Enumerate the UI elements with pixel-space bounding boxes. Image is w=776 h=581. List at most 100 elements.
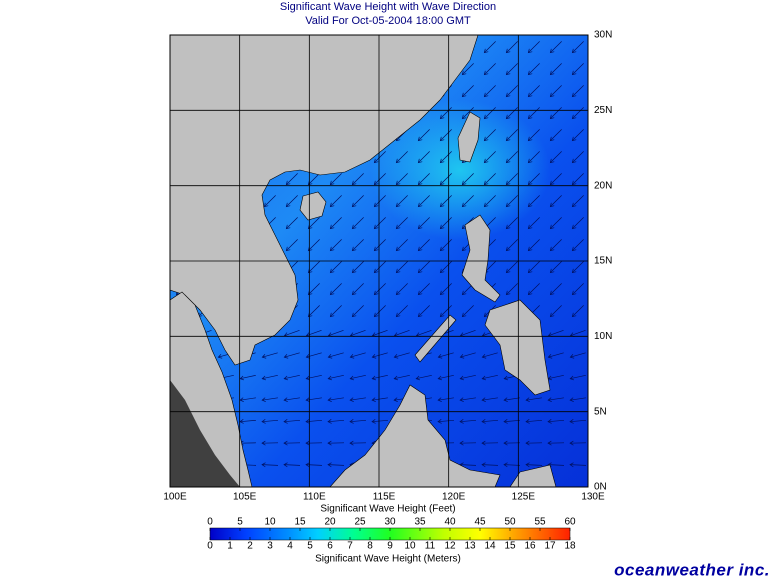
wave-arrow — [351, 239, 364, 252]
wave-arrow — [569, 374, 586, 381]
wave-arrow — [527, 261, 540, 274]
wave-arrow — [439, 195, 452, 208]
wave-arrow — [395, 173, 408, 186]
wave-arrow — [261, 374, 278, 381]
wave-arrow — [373, 261, 386, 274]
feet-tick-label: 35 — [414, 517, 426, 528]
wave-arrow — [329, 217, 342, 230]
wave-arrow — [417, 195, 430, 208]
wave-arrow — [327, 419, 345, 424]
map-subtitle: Valid For Oct-05-2004 18:00 GMT — [305, 15, 471, 27]
wave-arrow — [527, 85, 540, 98]
wave-arrow — [349, 440, 367, 446]
feet-tick-label: 45 — [474, 517, 486, 528]
wave-arrow — [461, 107, 474, 120]
wave-arrow — [373, 239, 386, 252]
wave-arrow — [569, 440, 587, 446]
wave-arrow — [527, 217, 540, 230]
wave-arrow — [527, 107, 540, 120]
wave-arrow — [395, 195, 408, 208]
wave-arrow — [459, 440, 477, 446]
wave-arrow — [481, 419, 499, 424]
wave-arrow — [571, 151, 584, 164]
wave-arrow — [549, 41, 562, 54]
wave-arrow — [525, 397, 542, 403]
wave-arrow — [483, 85, 496, 98]
meters-tick-label: 0 — [207, 541, 213, 552]
wave-arrow — [329, 173, 342, 186]
wave-arrow — [527, 129, 540, 142]
wave-arrow — [439, 217, 452, 230]
wave-arrow — [483, 41, 496, 54]
wave-arrow — [329, 305, 342, 318]
meters-tick-label: 8 — [367, 541, 373, 552]
meters-tick-label: 7 — [347, 541, 353, 552]
map-title: Significant Wave Height with Wave Direct… — [280, 1, 496, 13]
wave-arrow — [461, 63, 474, 76]
hainan — [299, 191, 327, 221]
wave-arrow — [261, 352, 278, 359]
wave-arrow — [349, 419, 367, 424]
feet-tick-label: 0 — [207, 517, 213, 528]
feet-tick-label: 25 — [354, 517, 366, 528]
feet-tick-label: 60 — [564, 517, 576, 528]
wave-arrow — [373, 217, 386, 230]
lon-tick-label: 105E — [233, 492, 257, 503]
wave-arrow — [329, 283, 342, 296]
wave-arrow — [329, 195, 342, 208]
land — [170, 35, 557, 487]
lat-tick-label: 15N — [594, 256, 612, 267]
wave-arrow — [327, 397, 344, 403]
wave-arrow — [327, 440, 345, 446]
wave-arrow — [393, 374, 410, 381]
wave-arrow — [571, 173, 584, 186]
wave-arrow — [395, 151, 408, 164]
wave-arrow — [481, 352, 498, 359]
wave-arrow — [373, 151, 386, 164]
wave-arrow — [505, 85, 518, 98]
wave-arrow — [461, 85, 474, 98]
wave-arrow — [505, 63, 518, 76]
wave-arrow — [549, 195, 562, 208]
wave-arrow — [417, 173, 430, 186]
palawan — [414, 314, 457, 363]
wave-arrow — [415, 374, 432, 381]
wave-arrow — [505, 217, 518, 230]
wave-arrow — [505, 151, 518, 164]
taiwan — [457, 111, 481, 163]
wave-arrow — [483, 107, 496, 120]
wave-arrow — [329, 239, 342, 252]
wave-arrow — [547, 440, 565, 446]
wave-arrow — [305, 462, 323, 468]
wave-arrow — [437, 397, 454, 403]
brand: oceanweather inc. — [614, 560, 770, 579]
wave-arrow — [305, 397, 322, 403]
lon-tick-label: 100E — [163, 492, 187, 503]
wave-arrow — [285, 217, 298, 230]
wave-arrow — [547, 352, 564, 359]
wave-arrow — [261, 419, 279, 424]
meters-tick-label: 13 — [464, 541, 476, 552]
wave-arrow — [373, 283, 386, 296]
wave-arrow — [395, 217, 408, 230]
wave-arrow — [459, 397, 476, 403]
wave-arrow — [505, 41, 518, 54]
meters-tick-label: 9 — [387, 541, 393, 552]
wave-arrow — [481, 374, 498, 381]
wave-arrow — [525, 462, 543, 468]
wave-arrow — [503, 419, 521, 424]
wave-arrow — [439, 239, 452, 252]
meters-tick-label: 16 — [524, 541, 536, 552]
meters-tick-label: 12 — [444, 541, 456, 552]
wave-arrow — [351, 305, 364, 318]
lon-tick-label: 120E — [442, 492, 466, 503]
feet-tick-label: 55 — [534, 517, 546, 528]
wave-arrow — [349, 374, 366, 381]
wave-arrow — [371, 352, 388, 359]
wave-arrow — [459, 352, 476, 359]
wave-arrow — [547, 419, 565, 424]
high-wave-area — [370, 100, 550, 240]
wave-arrow — [351, 283, 364, 296]
wave-arrow — [439, 129, 452, 142]
